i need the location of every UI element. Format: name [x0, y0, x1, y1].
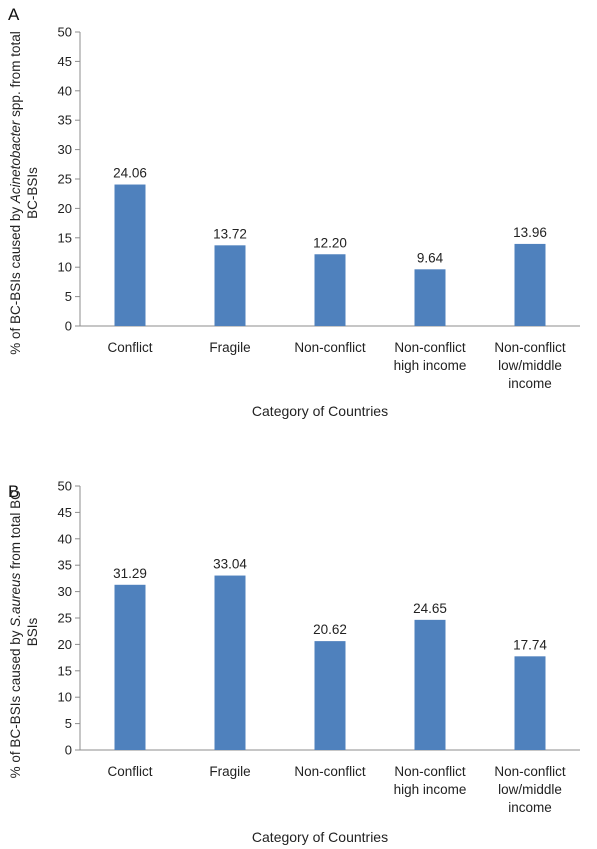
y-axis-title: BC-BSIs — [25, 167, 40, 219]
x-tick-label-line: Conflict — [107, 340, 152, 355]
x-tick-label-line: high income — [394, 358, 467, 373]
bar — [214, 245, 246, 326]
bar — [114, 184, 146, 326]
y-axis-title-segment: spp. from total — [8, 31, 23, 120]
x-tick-label-line: low/middle — [498, 358, 562, 373]
y-tick-label: 10 — [58, 690, 72, 705]
data-label: 31.29 — [113, 566, 147, 581]
x-tick-label: Non-conflict low/middle income — [494, 764, 566, 815]
data-label: 9.64 — [417, 250, 444, 265]
x-tick-label-line: Non-conflict — [294, 340, 366, 355]
y-axis-title-segment: from total BC- — [8, 486, 23, 573]
y-tick-label: 5 — [65, 716, 72, 731]
x-axis-title: Category of Countries — [252, 829, 388, 845]
y-tick-label: 15 — [58, 230, 72, 245]
panel-a-chart: A 0 5 10 15 20 25 30 35 40 45 50 24.06 Conflict 13.72 F… — [8, 5, 580, 419]
y-tick-label: 5 — [65, 289, 72, 304]
bar — [514, 243, 546, 326]
x-tick-label-line: Non-conflict — [294, 764, 366, 779]
x-tick-label-line: Fragile — [209, 764, 250, 779]
data-label: 12.20 — [313, 235, 347, 250]
y-tick-label: 50 — [58, 479, 72, 494]
panel-label: B — [8, 482, 19, 501]
panel-b-chart: B 0 5 10 15 20 25 30 35 40 45 50 31.29 Conflict 33.04 F… — [8, 479, 580, 845]
data-label: 17.74 — [513, 637, 547, 652]
x-tick-label: Fragile — [209, 764, 250, 779]
bar — [414, 619, 446, 750]
x-tick-label: Fragile — [209, 340, 250, 355]
data-label: 33.04 — [213, 557, 247, 572]
bar — [114, 584, 146, 750]
x-tick-label-line: income — [508, 376, 552, 391]
y-axis-title-segment: BC-BSIs — [25, 167, 40, 219]
y-tick-label: 25 — [58, 611, 72, 626]
x-tick-label-line: Conflict — [107, 764, 152, 779]
x-tick-label-line: high income — [394, 782, 467, 797]
x-tick-label-line: income — [508, 800, 552, 815]
x-tick-label: Non-conflict — [294, 764, 366, 779]
x-tick-label: Conflict — [107, 764, 152, 779]
x-tick-label-line: Non-conflict — [494, 764, 566, 779]
y-tick-label: 45 — [58, 505, 72, 520]
bar — [314, 641, 346, 750]
bar — [514, 656, 546, 750]
y-tick-label: 35 — [58, 113, 72, 128]
x-tick-label-line: Non-conflict — [494, 340, 566, 355]
y-tick-label: 20 — [58, 637, 72, 652]
y-tick-label: 30 — [58, 142, 72, 157]
y-axis-title-segment: % of BC-BSIs caused by — [8, 627, 23, 779]
panel-label: A — [8, 5, 20, 24]
x-tick-label: Conflict — [107, 340, 152, 355]
bar — [314, 254, 346, 326]
y-tick-label: 40 — [58, 531, 72, 546]
x-tick-label: Non-conflict high income — [394, 764, 467, 797]
x-axis-title: Category of Countries — [252, 403, 388, 419]
x-tick-label: Non-conflict high income — [394, 340, 467, 373]
y-tick-label: 0 — [65, 743, 72, 758]
x-tick-label-line: Fragile — [209, 340, 250, 355]
y-axis-title-segment: BSIs — [25, 617, 40, 646]
y-tick-label: 50 — [58, 25, 72, 40]
y-axis-title-segment: S.aureus — [8, 572, 23, 626]
x-tick-label-line: low/middle — [498, 782, 562, 797]
data-label: 24.06 — [113, 166, 147, 181]
y-tick-label: 0 — [65, 319, 72, 334]
data-label: 20.62 — [313, 622, 347, 637]
data-label: 24.65 — [413, 601, 447, 616]
y-tick-label: 15 — [58, 663, 72, 678]
y-tick-label: 20 — [58, 201, 72, 216]
x-tick-label-line: Non-conflict — [394, 764, 466, 779]
y-axis-title: % of BC-BSIs caused by S.aureus from tot… — [8, 486, 23, 779]
y-tick-label: 10 — [58, 260, 72, 275]
x-tick-label: Non-conflict — [294, 340, 366, 355]
y-tick-label: 25 — [58, 172, 72, 187]
data-label: 13.96 — [513, 225, 547, 240]
bar — [214, 575, 246, 750]
y-axis-title: BSIs — [25, 617, 40, 646]
y-tick-label: 30 — [58, 584, 72, 599]
y-tick-label: 45 — [58, 54, 72, 69]
y-tick-label: 35 — [58, 558, 72, 573]
y-axis-title: % of BC-BSIs caused by Acinetobacter spp… — [8, 31, 23, 354]
bar — [414, 269, 446, 326]
y-tick-label: 40 — [58, 83, 72, 98]
x-tick-label-line: Non-conflict — [394, 340, 466, 355]
y-axis-title-segment: Acinetobacter — [8, 120, 23, 204]
data-label: 13.72 — [213, 226, 247, 241]
x-tick-label: Non-conflict low/middle income — [494, 340, 566, 391]
y-axis-title-segment: % of BC-BSIs caused by — [8, 203, 23, 355]
